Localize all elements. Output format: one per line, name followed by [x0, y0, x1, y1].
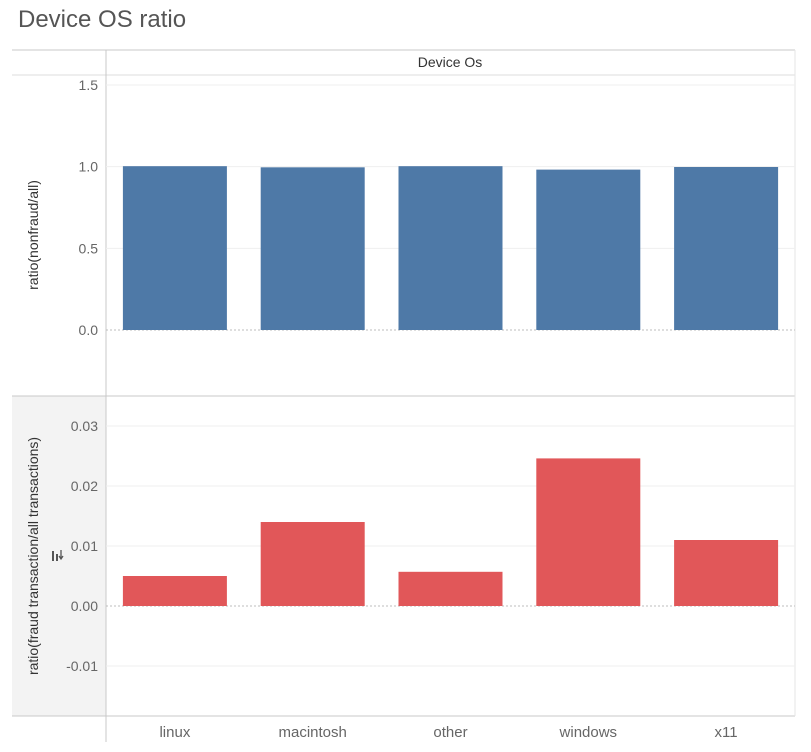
category-label-windows: windows — [559, 724, 618, 741]
category-label-linux: linux — [159, 724, 190, 741]
sort-icon[interactable] — [52, 550, 64, 561]
chart-title: Device OS ratio — [18, 6, 187, 33]
top-bar-x11[interactable] — [674, 166, 779, 330]
bottom-bar-macintosh[interactable] — [260, 522, 365, 606]
ylabel-top: ratio(nonfraud/all) — [25, 180, 41, 290]
category-label-macintosh: macintosh — [279, 724, 347, 741]
bottom-ytick-label: 0.00 — [71, 598, 98, 614]
category-label-other: other — [433, 724, 467, 741]
bottom-ytick-label: 0.03 — [71, 418, 98, 434]
top-ytick-label: 1.0 — [79, 159, 99, 175]
bottom-bar-other[interactable] — [398, 571, 503, 606]
column-header: Device Os — [418, 54, 483, 70]
top-ytick-label: 0.5 — [79, 240, 99, 256]
top-bar-other[interactable] — [398, 166, 503, 330]
top-ytick-label: 0.0 — [79, 322, 99, 338]
bottom-bar-x11[interactable] — [674, 540, 779, 606]
bottom-ytick-label: -0.01 — [66, 658, 98, 674]
category-label-x11: x11 — [715, 724, 738, 741]
bottom-bar-windows[interactable] — [536, 458, 641, 606]
bottom-ytick-label: 0.01 — [71, 538, 98, 554]
ylabel-bottom: ratio(fraud transaction/all transactions… — [25, 437, 41, 675]
top-ytick-label: 1.5 — [79, 77, 99, 93]
top-bar-windows[interactable] — [536, 169, 641, 330]
top-bar-linux[interactable] — [122, 166, 227, 330]
top-bar-macintosh[interactable] — [260, 167, 365, 330]
bottom-bar-linux[interactable] — [122, 576, 227, 606]
bottom-ytick-label: 0.02 — [71, 478, 98, 494]
